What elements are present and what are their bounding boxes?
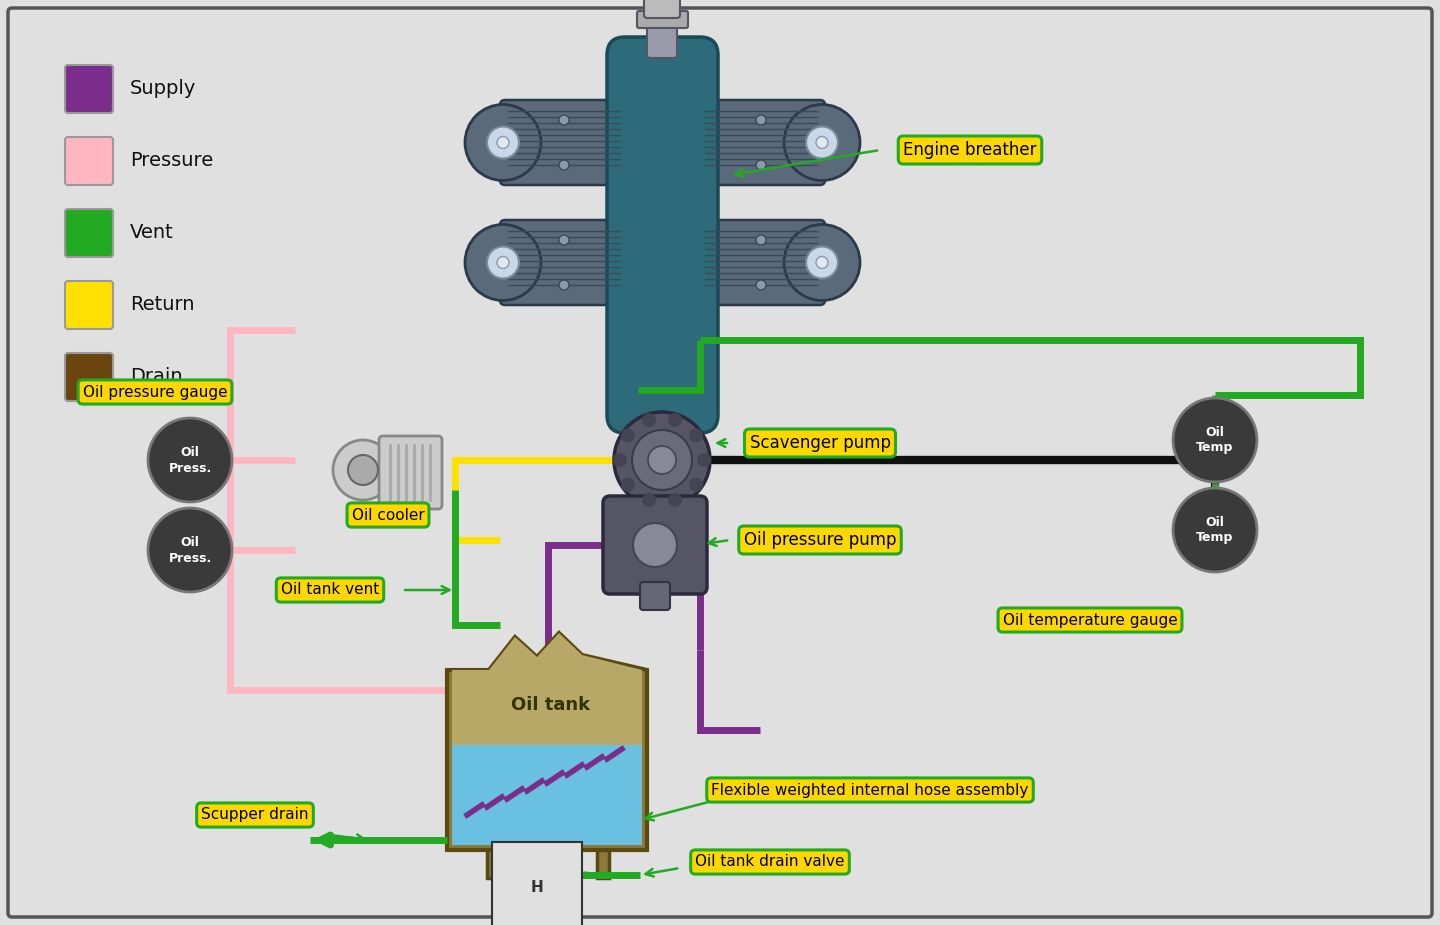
Text: Oil pressure pump: Oil pressure pump [743,531,896,549]
Circle shape [487,246,518,278]
Polygon shape [452,745,642,845]
FancyBboxPatch shape [647,22,677,58]
Circle shape [613,453,626,467]
Text: Supply: Supply [130,80,196,98]
FancyBboxPatch shape [65,209,112,257]
FancyBboxPatch shape [608,37,719,433]
Circle shape [756,280,766,290]
Circle shape [783,105,860,180]
Circle shape [1174,488,1257,572]
FancyBboxPatch shape [65,137,112,185]
Circle shape [348,455,377,485]
Circle shape [783,225,860,301]
Circle shape [642,413,657,427]
Text: Oil: Oil [1205,426,1224,438]
Text: Pressure: Pressure [130,152,213,170]
Circle shape [688,428,703,442]
Circle shape [756,235,766,245]
Text: Press.: Press. [168,551,212,564]
FancyBboxPatch shape [500,220,628,305]
Circle shape [816,256,828,268]
Text: Oil pressure gauge: Oil pressure gauge [82,385,228,400]
Text: Oil: Oil [1205,515,1224,528]
Circle shape [621,428,635,442]
FancyBboxPatch shape [65,353,112,401]
Circle shape [668,413,683,427]
Circle shape [497,137,508,149]
Text: H: H [530,881,543,895]
Circle shape [632,430,693,490]
Circle shape [756,115,766,125]
Circle shape [806,127,838,158]
Circle shape [148,508,232,592]
Circle shape [642,493,657,507]
Circle shape [668,493,683,507]
Polygon shape [446,633,647,850]
Text: Oil cooler: Oil cooler [351,508,425,523]
Circle shape [333,440,393,500]
FancyBboxPatch shape [65,281,112,329]
Text: Oil: Oil [180,536,199,549]
Text: Press.: Press. [168,462,212,475]
Circle shape [697,453,711,467]
Text: Drain: Drain [130,367,183,387]
FancyBboxPatch shape [65,65,112,113]
Circle shape [816,137,828,149]
FancyBboxPatch shape [9,8,1431,917]
Text: Scupper drain: Scupper drain [202,808,308,822]
Text: Oil tank drain valve: Oil tank drain valve [696,855,845,870]
Circle shape [465,225,541,301]
Text: Temp: Temp [1197,532,1234,545]
FancyBboxPatch shape [603,496,707,594]
FancyBboxPatch shape [598,850,609,878]
FancyBboxPatch shape [636,11,688,28]
Text: Oil temperature gauge: Oil temperature gauge [1002,612,1178,627]
FancyBboxPatch shape [487,850,500,878]
Circle shape [634,523,677,567]
Text: Engine breather: Engine breather [903,141,1037,159]
Circle shape [559,280,569,290]
Circle shape [465,105,541,180]
FancyBboxPatch shape [639,582,670,610]
Circle shape [756,160,766,170]
Text: Oil tank vent: Oil tank vent [281,583,379,598]
Circle shape [559,115,569,125]
Circle shape [613,412,710,508]
Text: Temp: Temp [1197,441,1234,454]
Text: Oil: Oil [180,446,199,459]
Circle shape [806,246,838,278]
Text: Oil tank: Oil tank [511,696,590,714]
Circle shape [497,256,508,268]
Polygon shape [452,633,642,745]
Circle shape [648,446,675,474]
Text: Scavenger pump: Scavenger pump [749,434,890,452]
Text: Flexible weighted internal hose assembly: Flexible weighted internal hose assembly [711,783,1028,797]
FancyBboxPatch shape [697,220,825,305]
FancyBboxPatch shape [644,0,680,18]
Text: Return: Return [130,295,194,314]
Circle shape [559,160,569,170]
Circle shape [1174,398,1257,482]
Circle shape [621,477,635,492]
Circle shape [148,418,232,502]
FancyBboxPatch shape [697,100,825,185]
Circle shape [559,235,569,245]
Circle shape [487,127,518,158]
Text: Vent: Vent [130,224,174,242]
FancyBboxPatch shape [500,100,628,185]
FancyBboxPatch shape [379,436,442,509]
Circle shape [688,477,703,492]
